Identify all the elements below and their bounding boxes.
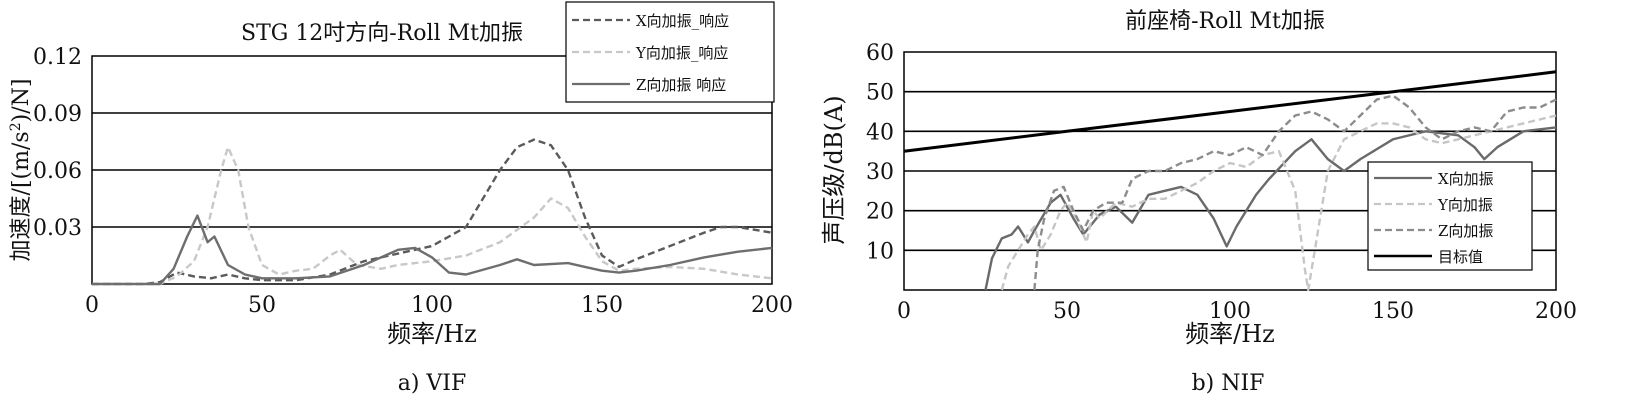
legend-label: Y向加振_响应 [635, 44, 728, 62]
y-tick-label: 20 [866, 200, 894, 225]
series-line-2 [1000, 114, 1557, 292]
chart-vif-gridlines [92, 112, 772, 228]
chart-vif-legend: X向加振_响应 Y向加振_响应 Z向加振 响应 [565, 1, 775, 103]
series-line-1 [92, 138, 773, 286]
chart-nif-title: 前座椅-Roll Mt加振 [1125, 9, 1325, 34]
chart-vif-y-axis-label: 加速度/[(m/s2)/N] [8, 79, 34, 262]
chart-nif-caption: b) NIF [1192, 371, 1265, 396]
series-line-4 [903, 70, 1557, 153]
series-line-3 [1033, 94, 1557, 291]
chart-vif-series [92, 138, 773, 286]
x-tick-label: 150 [1372, 299, 1414, 324]
chart-nif-legend-box [1367, 161, 1533, 271]
x-tick-label: 100 [1209, 299, 1251, 324]
legend-label: Y向加振 [1437, 196, 1493, 214]
y-tick-label: 0.06 [33, 159, 82, 184]
x-tick-label: 0 [897, 299, 911, 324]
chart-vif-x-axis-label: 频率/Hz [387, 320, 477, 348]
chart-vif-x-ticks: 0 50 100 150 200 [85, 293, 793, 318]
chart-nif-series [903, 70, 1557, 292]
legend-label: X向加振 [1438, 170, 1494, 188]
y-tick-label: 30 [866, 160, 894, 185]
x-tick-label: 150 [581, 293, 623, 318]
chart-nif-y-axis-label: 声压级/dB(A) [820, 95, 848, 244]
series-line-2 [92, 145, 773, 286]
y-tick-label: 60 [866, 41, 894, 66]
chart-nif-y-ticks: 10 20 30 40 50 60 [866, 41, 894, 264]
legend-label: 目标值 [1438, 248, 1483, 266]
legend-label: Z向加振 响应 [636, 76, 726, 94]
series-line-1 [984, 126, 1557, 291]
x-tick-label: 100 [411, 293, 453, 318]
y-tick-label: 50 [866, 81, 894, 106]
legend-label: X向加振_响应 [636, 12, 729, 30]
x-tick-label: 50 [248, 293, 276, 318]
legend-label: Z向加振 [1438, 222, 1493, 240]
chart-nif-plot-area [903, 51, 1557, 291]
chart-vif-y-ticks: 0.03 0.06 0.09 0.12 [33, 45, 82, 241]
y-tick-label: 10 [866, 239, 894, 264]
series-line-3 [92, 214, 773, 286]
chart-vif: STG 12吋方向-Roll Mt加振 0.03 0.06 0.09 0.12 0 50… [8, 1, 793, 396]
x-tick-label: 0 [85, 293, 99, 318]
y-tick-label: 0.12 [33, 45, 82, 70]
x-tick-label: 200 [751, 293, 793, 318]
x-tick-label: 200 [1535, 299, 1577, 324]
y-tick-label: 0.09 [33, 102, 82, 127]
chart-nif-x-ticks: 0 50 100 150 200 [897, 299, 1577, 324]
chart-vif-caption: a) VIF [398, 371, 467, 396]
chart-vif-title: STG 12吋方向-Roll Mt加振 [241, 21, 523, 46]
y-tick-label: 40 [866, 120, 894, 145]
x-tick-label: 50 [1053, 299, 1081, 324]
chart-vif-plot-area [91, 55, 773, 285]
chart-nif-x-axis-label: 频率/Hz [1185, 320, 1275, 348]
y-tick-label: 0.03 [33, 216, 82, 241]
